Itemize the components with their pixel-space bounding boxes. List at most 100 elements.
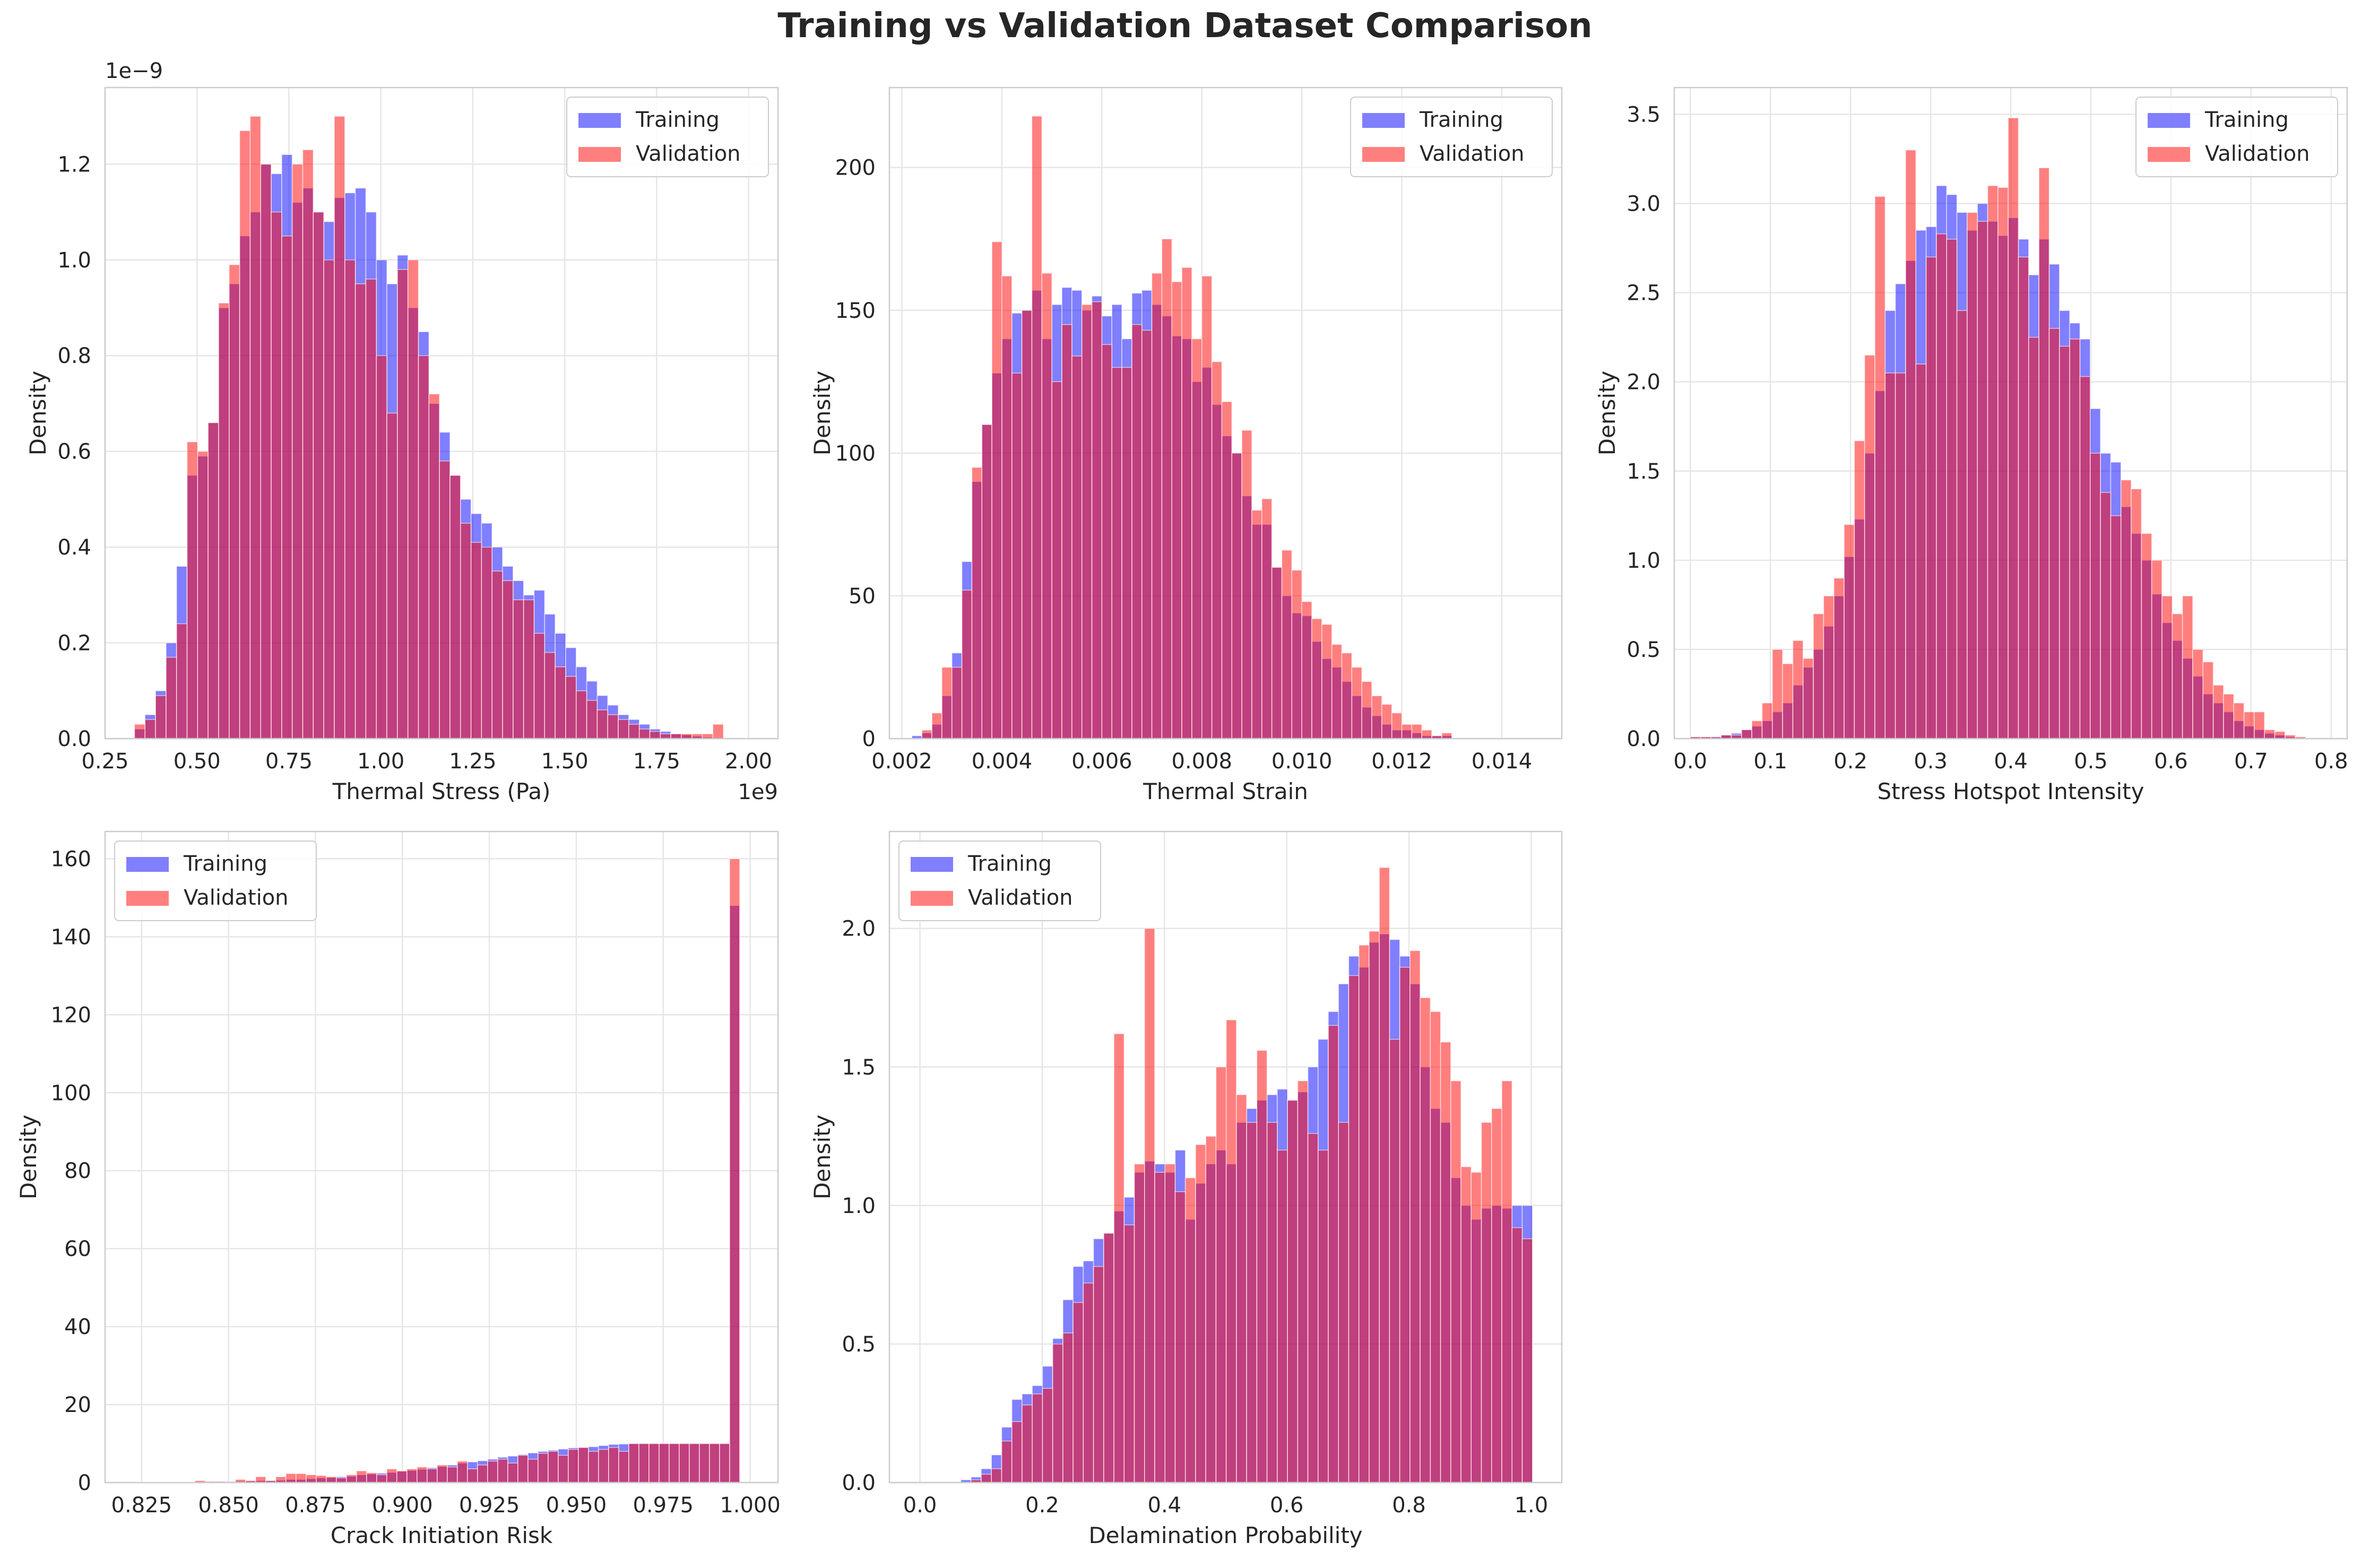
validation-bar bbox=[207, 422, 219, 739]
axes-frame bbox=[888, 86, 1563, 740]
y-tick-label: 0.5 bbox=[842, 1332, 876, 1357]
validation-bar bbox=[1195, 1144, 1206, 1483]
validation-bar bbox=[1256, 1050, 1268, 1483]
validation-bar bbox=[481, 547, 492, 739]
validation-bar bbox=[376, 355, 387, 739]
y-tick-label: 0.4 bbox=[57, 535, 91, 560]
validation-bar bbox=[1291, 569, 1302, 739]
validation-bar bbox=[1854, 440, 1865, 739]
training-legend-swatch bbox=[126, 857, 169, 872]
validation-bar bbox=[386, 1468, 397, 1483]
validation-bar bbox=[281, 235, 293, 739]
bars bbox=[1690, 117, 2306, 739]
x-tick-label: 0.900 bbox=[372, 1493, 433, 1518]
validation-bar bbox=[1399, 967, 1411, 1483]
validation-bar bbox=[365, 279, 377, 739]
validation-bar bbox=[2100, 492, 2112, 739]
y-tick-label: 1.5 bbox=[1627, 460, 1660, 484]
validation-bar bbox=[719, 1443, 730, 1483]
validation-bar bbox=[628, 724, 640, 739]
validation-bar bbox=[1103, 1233, 1114, 1483]
validation-bar bbox=[659, 1443, 670, 1483]
validation-bar bbox=[1409, 950, 1421, 1483]
validation-bar bbox=[239, 130, 251, 739]
x-tick-label: 0.014 bbox=[1472, 749, 1533, 774]
validation-bar bbox=[1144, 928, 1155, 1483]
validation-bar bbox=[1121, 367, 1132, 739]
validation-bar bbox=[586, 700, 598, 739]
validation-bar bbox=[1751, 720, 1763, 739]
validation-bar bbox=[1967, 212, 1978, 739]
validation-bar bbox=[1052, 1344, 1063, 1483]
validation-bar bbox=[981, 424, 992, 739]
validation-bar bbox=[186, 441, 198, 739]
validation-bar bbox=[1225, 1019, 1237, 1483]
validation-bar bbox=[618, 719, 629, 739]
validation-bar bbox=[1101, 344, 1112, 739]
validation-bar bbox=[1331, 644, 1343, 739]
x-tick-label: 0.1 bbox=[1753, 749, 1787, 774]
subplot-4: 0.825 0.850 0.875 0.900 0.925 0.950 0.975 1.000… bbox=[15, 830, 781, 1548]
validation-bar bbox=[1379, 867, 1390, 1483]
validation-bar bbox=[1111, 367, 1122, 739]
validation-bar bbox=[2038, 167, 2050, 739]
validation-bar bbox=[155, 695, 167, 739]
validation-bar bbox=[1338, 1122, 1350, 1483]
validation-bar bbox=[981, 1474, 992, 1483]
validation-bar bbox=[2069, 339, 2081, 739]
validation-bar bbox=[396, 1470, 408, 1483]
validation-bar bbox=[1011, 372, 1023, 739]
validation-bar bbox=[1371, 695, 1382, 739]
validation-bar bbox=[1321, 623, 1333, 739]
validation-bar bbox=[1925, 256, 1937, 739]
validation-bar bbox=[467, 1468, 478, 1483]
validation-bar bbox=[1389, 1038, 1400, 1483]
y-tick-label: 150 bbox=[835, 299, 876, 323]
validation-bar bbox=[397, 269, 409, 739]
validation-legend-swatch bbox=[126, 891, 169, 906]
validation-bar bbox=[1772, 649, 1783, 739]
validation-bar bbox=[1266, 1122, 1278, 1483]
validation-bar bbox=[1391, 712, 1403, 739]
validation-bar bbox=[709, 1443, 720, 1483]
validation-bar bbox=[1134, 1163, 1145, 1483]
validation-bar bbox=[2223, 694, 2235, 739]
validation-bar bbox=[555, 666, 566, 739]
legend: Training Validation bbox=[898, 841, 1101, 921]
y-tick-label: 100 bbox=[835, 441, 876, 466]
x-axis-label: Thermal Strain bbox=[1143, 778, 1308, 804]
legend: Training Validation bbox=[114, 841, 317, 921]
validation-bar bbox=[608, 1447, 619, 1483]
validation-bar bbox=[134, 724, 145, 739]
validation-bar bbox=[1328, 1025, 1339, 1483]
y-tick-label: 2.0 bbox=[842, 917, 876, 941]
validation-bar bbox=[931, 712, 942, 739]
validation-bar bbox=[1081, 304, 1093, 739]
validation-bar bbox=[417, 1466, 428, 1483]
validation-bar bbox=[1061, 324, 1072, 739]
y-tick-label: 1.2 bbox=[57, 152, 91, 177]
validation-bar bbox=[607, 714, 619, 739]
validation-bar bbox=[1287, 1099, 1299, 1483]
x-tick-label: 0.4 bbox=[1148, 1493, 1182, 1518]
validation-bar bbox=[218, 302, 230, 739]
validation-bar bbox=[1271, 567, 1283, 739]
validation-bar bbox=[144, 719, 156, 739]
validation-bar bbox=[2079, 376, 2091, 739]
validation-bar bbox=[1201, 275, 1213, 739]
validation-bar bbox=[1987, 185, 1999, 739]
validation-bar bbox=[691, 733, 703, 739]
validation-bar bbox=[1450, 1080, 1461, 1483]
x-tick-label: 0.75 bbox=[265, 749, 313, 774]
validation-bar bbox=[1241, 430, 1252, 739]
training-legend-swatch bbox=[1362, 113, 1405, 128]
validation-bar bbox=[316, 1475, 327, 1483]
validation-bar bbox=[669, 1443, 680, 1483]
training-legend-label: Training bbox=[1419, 108, 1503, 132]
x-tick-label: 0.875 bbox=[285, 1493, 346, 1518]
y-tick-label: 0 bbox=[78, 1471, 91, 1495]
training-legend-label: Training bbox=[183, 852, 267, 876]
validation-bar bbox=[1231, 453, 1242, 739]
bars bbox=[911, 116, 1452, 739]
y-tick-label: 1.0 bbox=[1627, 549, 1660, 573]
